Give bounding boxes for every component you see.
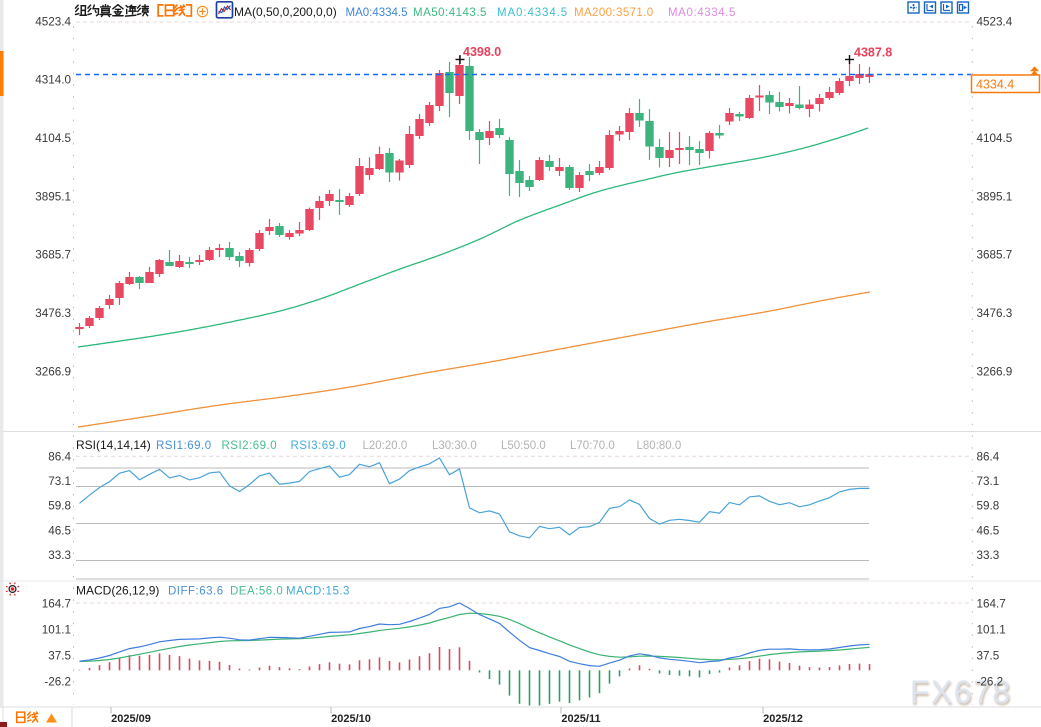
svg-text:3685.7: 3685.7: [977, 249, 1013, 262]
svg-text:MACD(26,12,9): MACD(26,12,9): [76, 584, 159, 598]
svg-text:46.5: 46.5: [977, 524, 1000, 537]
svg-text:3266.9: 3266.9: [35, 365, 71, 378]
svg-text:4387.8: 4387.8: [854, 46, 892, 60]
svg-text:164.7: 164.7: [42, 597, 71, 610]
svg-text:RSI1:69.0: RSI1:69.0: [156, 440, 212, 452]
svg-text:L20:20.0: L20:20.0: [363, 440, 408, 452]
svg-text:DIFF:63.6: DIFF:63.6: [168, 586, 224, 598]
svg-text:2025/09: 2025/09: [111, 713, 151, 725]
svg-text:MA0:4334.5: MA0:4334.5: [346, 7, 408, 19]
svg-text:86.4: 86.4: [48, 451, 71, 464]
svg-text:37.5: 37.5: [977, 649, 1000, 662]
svg-text:46.5: 46.5: [48, 524, 71, 537]
svg-text:RSI2:69.0: RSI2:69.0: [222, 440, 278, 452]
svg-text:3266.9: 3266.9: [977, 365, 1013, 378]
svg-text:4523.4: 4523.4: [35, 15, 71, 28]
svg-text:101.1: 101.1: [42, 623, 71, 636]
svg-text:4334.4: 4334.4: [976, 78, 1014, 92]
svg-text:59.8: 59.8: [977, 500, 1000, 513]
svg-text:33.3: 33.3: [48, 549, 71, 562]
svg-text:4104.5: 4104.5: [35, 132, 71, 145]
svg-text:101.1: 101.1: [977, 623, 1006, 636]
svg-text:RSI(14,14,14): RSI(14,14,14): [76, 438, 151, 452]
svg-text:MA(0,50,0,200,0,0): MA(0,50,0,200,0,0): [234, 5, 337, 19]
svg-text:3895.1: 3895.1: [35, 190, 71, 203]
svg-text:-26.2: -26.2: [977, 675, 1004, 688]
svg-text:3895.1: 3895.1: [977, 190, 1013, 203]
svg-text:3476.3: 3476.3: [35, 307, 71, 320]
svg-text:164.7: 164.7: [977, 597, 1006, 610]
svg-text:L80:80.0: L80:80.0: [637, 440, 682, 452]
svg-text:3685.7: 3685.7: [35, 249, 71, 262]
svg-text:L50:50.0: L50:50.0: [501, 440, 546, 452]
svg-text:3476.3: 3476.3: [977, 307, 1013, 320]
svg-text:MA0:4334.5: MA0:4334.5: [497, 7, 568, 19]
svg-text:-26.2: -26.2: [44, 675, 71, 688]
svg-text:2025/12: 2025/12: [763, 713, 803, 725]
svg-text:2025/10: 2025/10: [331, 713, 371, 725]
svg-text:RSI3:69.0: RSI3:69.0: [291, 440, 347, 452]
svg-text:73.1: 73.1: [977, 475, 1000, 488]
svg-text:MACD:15.3: MACD:15.3: [286, 586, 350, 598]
svg-text:2025/11: 2025/11: [561, 713, 600, 725]
svg-text:4523.4: 4523.4: [977, 15, 1013, 28]
svg-text:MA0:4334.5: MA0:4334.5: [668, 7, 736, 19]
svg-text:37.5: 37.5: [48, 649, 71, 662]
svg-text:FX678: FX678: [910, 674, 1012, 710]
svg-text:L30:30.0: L30:30.0: [432, 440, 477, 452]
svg-text:86.4: 86.4: [977, 451, 1000, 464]
svg-text:L70:70.0: L70:70.0: [570, 440, 615, 452]
svg-text:4398.0: 4398.0: [463, 45, 501, 59]
svg-text:59.8: 59.8: [48, 500, 71, 513]
svg-text:73.1: 73.1: [48, 475, 71, 488]
svg-text:DEA:56.0: DEA:56.0: [230, 586, 283, 598]
svg-text:4314.0: 4314.0: [35, 74, 71, 87]
svg-text:33.3: 33.3: [977, 549, 1000, 562]
svg-text:MA50:4143.5: MA50:4143.5: [413, 7, 487, 19]
svg-text:MA200:3571.0: MA200:3571.0: [574, 7, 654, 19]
svg-text:4104.5: 4104.5: [977, 132, 1013, 145]
